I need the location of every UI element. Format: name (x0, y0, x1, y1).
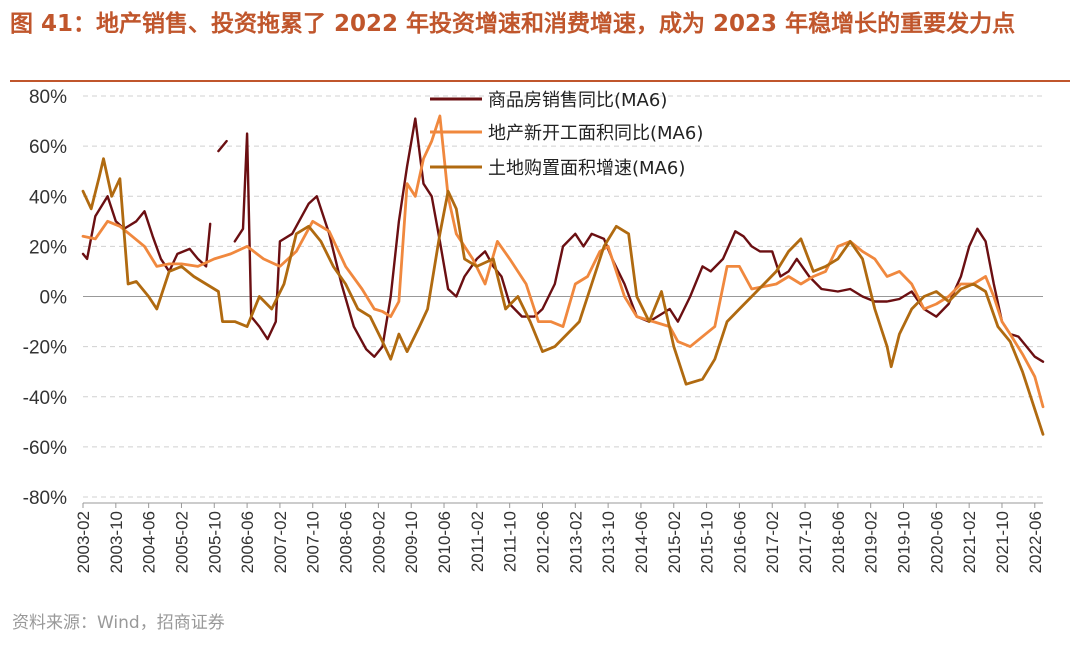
x-tick-label: 2003-02 (74, 511, 93, 573)
y-axis-tick-labels: 80% 60% 40% 20% 0% -20% -40% -60% -80% (23, 87, 67, 509)
series-lines (81, 114, 1045, 436)
x-tick-label: 2011-02 (468, 511, 487, 572)
legend-label: 地产新开工面积同比(MA6) (488, 123, 703, 144)
legend-label: 土地购置面积增速(MA6) (488, 158, 685, 179)
x-tick-label: 2019-10 (895, 511, 914, 573)
y-tick-label: 40% (29, 187, 67, 208)
x-tick-label: 2019-02 (862, 511, 881, 573)
x-tick-label: 2003-10 (107, 511, 126, 573)
title-divider (10, 80, 1070, 82)
y-tick-label: 80% (29, 87, 67, 108)
x-tick-label: 2017-10 (796, 511, 815, 573)
x-tick-label: 2007-02 (271, 511, 290, 573)
series-line-2 (81, 114, 1045, 409)
x-tick-label: 2005-10 (205, 511, 224, 573)
y-tick-label: -80% (23, 488, 67, 509)
legend-label: 商品房销售同比(MA6) (488, 90, 667, 111)
x-tick-label: 2006-06 (238, 511, 257, 573)
y-tick-label: -20% (23, 338, 67, 359)
x-tick-label: 2010-06 (435, 511, 454, 573)
x-tick-label: 2015-02 (665, 511, 684, 573)
y-tick-label: 20% (29, 237, 67, 258)
x-tick-label: 2008-06 (337, 511, 356, 573)
x-tick-label: 2017-02 (763, 511, 782, 573)
x-tick-label: 2014-06 (632, 511, 651, 573)
x-tick-label: 2013-02 (566, 511, 585, 573)
series-line-3 (81, 157, 1045, 436)
x-tick-label: 2009-10 (402, 511, 421, 573)
x-tick-label: 2021-02 (960, 511, 979, 573)
x-tick-label: 2011-10 (501, 511, 520, 572)
y-tick-label: 60% (29, 137, 67, 158)
x-tick-label: 2012-06 (533, 511, 552, 573)
y-tick-label: 0% (40, 288, 68, 309)
x-tick-label: 2021-10 (993, 511, 1012, 573)
x-tick-label: 2022-06 (1026, 511, 1045, 573)
x-tick-label: 2015-10 (698, 511, 717, 573)
x-tick-label: 2004-06 (140, 511, 159, 573)
x-tick-label: 2016-06 (730, 511, 749, 573)
x-axis (83, 296, 1043, 504)
chart-title: 图 41：地产销售、投资拖累了 2022 年投资增速和消费增速，成为 2023 … (10, 11, 1016, 37)
y-tick-label: -60% (23, 438, 67, 459)
source-note: 资料来源：Wind，招商证券 (12, 613, 225, 633)
x-tick-label: 2020-06 (927, 511, 946, 573)
x-tick-label: 2013-10 (599, 511, 618, 573)
x-tick-label: 2007-10 (304, 511, 323, 573)
x-axis-tick-labels: 2003-02 2003-10 2004-06 2005-02 2005-10 2006-… (74, 503, 1045, 573)
x-tick-label: 2018-06 (829, 511, 848, 573)
legend: 商品房销售同比(MA6) 地产新开工面积同比(MA6) 土地购置面积增速(MA6) (430, 90, 703, 179)
y-tick-label: -40% (23, 388, 67, 409)
line-chart: 80%60%40%20%0%-20%-40%-60%-80% 2003-02 20… (23, 87, 1045, 573)
x-tick-label: 2009-02 (369, 511, 388, 573)
x-tick-label: 2005-02 (172, 511, 191, 573)
